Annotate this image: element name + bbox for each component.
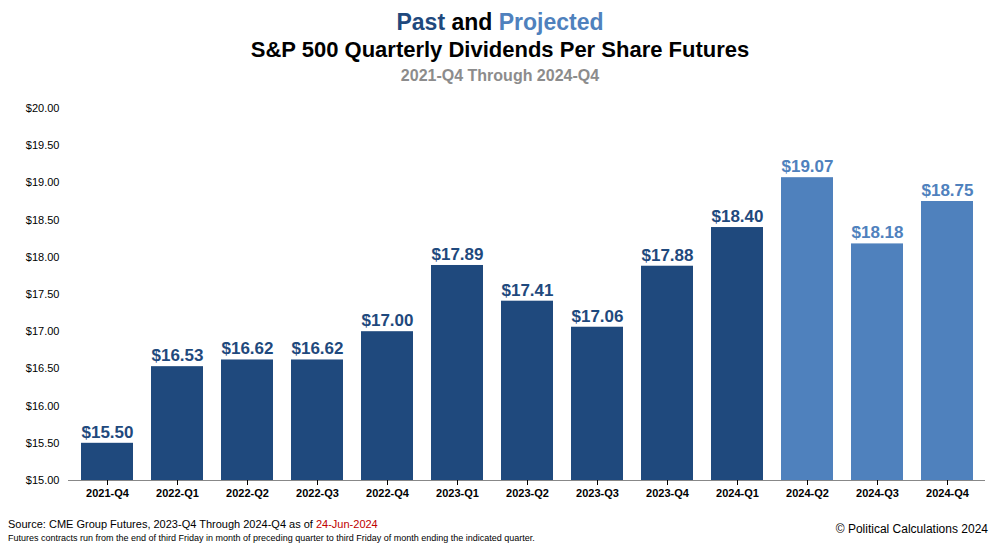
svg-text:2023-Q2: 2023-Q2	[506, 487, 549, 499]
svg-text:$19.07: $19.07	[782, 157, 834, 176]
svg-text:2023-Q3: 2023-Q3	[576, 487, 619, 499]
html-text:Futures contracts run from the: Futures contracts run from the end of th…	[8, 533, 535, 543]
svg-text:$17.06: $17.06	[572, 307, 624, 326]
svg-text:$17.00: $17.00	[362, 311, 414, 330]
svg-text:2021-Q4: 2021-Q4	[86, 487, 130, 499]
html-text:2021-Q4 Through 2024-Q4: 2021-Q4 Through 2024-Q4	[400, 67, 600, 84]
svg-text:2022-Q1: 2022-Q1	[156, 487, 199, 499]
svg-text:$16.50: $16.50	[26, 362, 60, 374]
html-text:S&P 500 Quarterly Dividends Pe: S&P 500 Quarterly Dividends Per Share Fu…	[250, 37, 750, 62]
html-text:© Political Calculations 2024: © Political Calculations 2024	[835, 522, 988, 536]
svg-text:2024-Q2: 2024-Q2	[786, 487, 829, 499]
svg-text:$17.00: $17.00	[26, 325, 60, 337]
svg-text:2024-Q1: 2024-Q1	[716, 487, 759, 499]
svg-text:$16.53: $16.53	[152, 346, 204, 365]
svg-text:$17.41: $17.41	[502, 281, 554, 300]
svg-text:2022-Q3: 2022-Q3	[296, 487, 339, 499]
svg-text:$18.18: $18.18	[852, 223, 904, 242]
svg-text:2022-Q4: 2022-Q4	[366, 487, 410, 499]
svg-text:2024-Q3: 2024-Q3	[856, 487, 899, 499]
svg-text:2022-Q2: 2022-Q2	[226, 487, 269, 499]
svg-text:$15.50: $15.50	[82, 423, 134, 442]
svg-text:2023-Q1: 2023-Q1	[436, 487, 479, 499]
svg-text:2023-Q4: 2023-Q4	[646, 487, 690, 499]
svg-text:$18.40: $18.40	[712, 207, 764, 226]
svg-text:$15.00: $15.00	[26, 474, 60, 486]
svg-text:$18.75: $18.75	[922, 181, 974, 200]
svg-text:$16.62: $16.62	[222, 339, 274, 358]
svg-text:$17.89: $17.89	[432, 245, 484, 264]
svg-text:$16.00: $16.00	[26, 400, 60, 412]
svg-text:$17.88: $17.88	[642, 246, 694, 265]
svg-text:$18.00: $18.00	[26, 251, 60, 263]
html-text:Source: CME Group Futures, 202: Source: CME Group Futures, 2023-Q4 Throu…	[8, 518, 378, 530]
html-text:Past and Projected: Past and Projected	[396, 9, 604, 35]
svg-text:$16.62: $16.62	[292, 339, 344, 358]
svg-text:$15.50: $15.50	[26, 437, 60, 449]
svg-text:$19.50: $19.50	[26, 139, 60, 151]
svg-text:$17.50: $17.50	[26, 288, 60, 300]
svg-text:$20.00: $20.00	[26, 102, 60, 114]
svg-text:$18.50: $18.50	[26, 214, 60, 226]
svg-text:$19.00: $19.00	[26, 176, 60, 188]
svg-text:2024-Q4: 2024-Q4	[926, 487, 970, 499]
